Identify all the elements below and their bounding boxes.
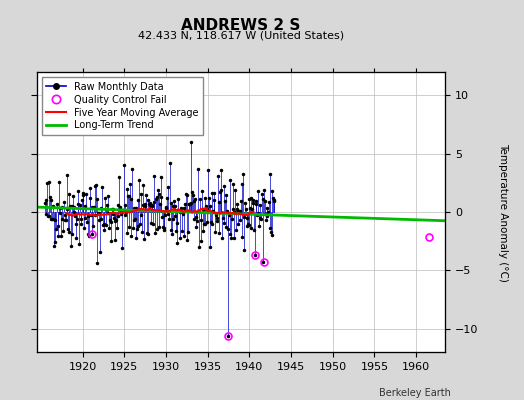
Text: 42.433 N, 118.617 W (United States): 42.433 N, 118.617 W (United States) bbox=[138, 30, 344, 40]
Legend: Raw Monthly Data, Quality Control Fail, Five Year Moving Average, Long-Term Tren: Raw Monthly Data, Quality Control Fail, … bbox=[41, 77, 203, 135]
Text: Berkeley Earth: Berkeley Earth bbox=[379, 388, 451, 398]
Y-axis label: Temperature Anomaly (°C): Temperature Anomaly (°C) bbox=[498, 142, 508, 282]
Text: ANDREWS 2 S: ANDREWS 2 S bbox=[181, 18, 301, 33]
